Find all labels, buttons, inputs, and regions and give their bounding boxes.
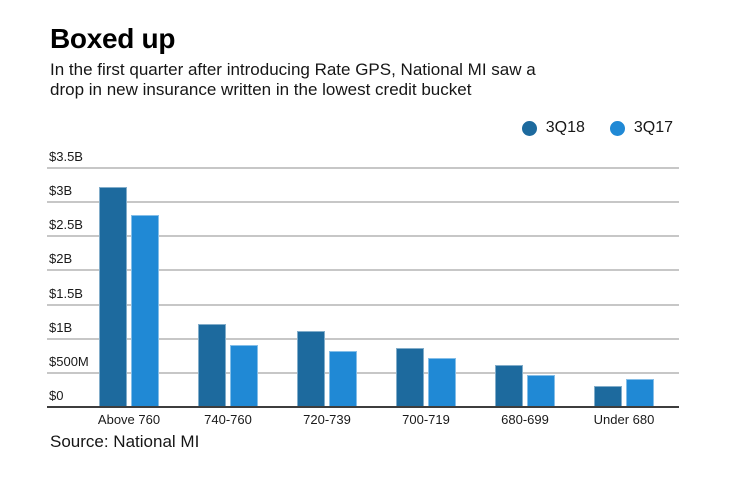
legend: 3Q18 3Q17 bbox=[521, 119, 673, 137]
xlabel-740-760: 740-760 bbox=[204, 412, 252, 427]
bar-3q18-720-739 bbox=[297, 331, 325, 406]
ytick--3b: $3B bbox=[49, 183, 73, 198]
chart-subtitle-line1: In the first quarter after introducing R… bbox=[50, 60, 536, 79]
gridline--1b bbox=[47, 338, 679, 340]
plot-area: $3.5B $3B $2.5B $2B $1.5B $1B $500M $0 bbox=[47, 150, 679, 408]
ytick--2-5b: $2.5B bbox=[49, 217, 83, 232]
gridline--1-5b bbox=[47, 304, 679, 306]
xlabel-680-699: 680-699 bbox=[501, 412, 549, 427]
bar-3q17-680-699 bbox=[527, 375, 555, 406]
ytick--1b: $1B bbox=[49, 320, 73, 335]
x-axis-line bbox=[47, 406, 679, 408]
bar-3q17-720-739 bbox=[329, 351, 357, 406]
gridline--3b bbox=[47, 201, 679, 203]
bar-3q17-under-680 bbox=[626, 379, 654, 406]
legend-item-3q18: 3Q18 bbox=[521, 119, 585, 137]
chart-subtitle: In the first quarter after introducing R… bbox=[50, 60, 536, 100]
bar-3q18-700-719 bbox=[396, 348, 424, 406]
ytick--3-5b: $3.5B bbox=[49, 149, 83, 164]
ytick--500m: $500M bbox=[49, 354, 89, 369]
xlabel-720-739: 720-739 bbox=[303, 412, 351, 427]
xlabel-700-719: 700-719 bbox=[402, 412, 450, 427]
bar-3q17-700-719 bbox=[428, 358, 456, 406]
gridline--500m bbox=[47, 372, 679, 374]
bar-3q17-740-760 bbox=[230, 345, 258, 406]
gridline--3-5b bbox=[47, 167, 679, 169]
ytick--1-5b: $1.5B bbox=[49, 286, 83, 301]
legend-dot-3q18 bbox=[521, 120, 537, 136]
bar-3q18-740-760 bbox=[198, 324, 226, 406]
source-note: Source: National MI bbox=[50, 432, 200, 451]
legend-item-3q17: 3Q17 bbox=[609, 119, 673, 137]
bar-3q18-above-760 bbox=[99, 187, 127, 406]
gridline--2-5b bbox=[47, 235, 679, 237]
chart-subtitle-line2: drop in new insurance written in the low… bbox=[50, 80, 472, 99]
ytick--0: $0 bbox=[49, 388, 64, 403]
ytick--2b: $2B bbox=[49, 251, 73, 266]
xlabel-under-680: Under 680 bbox=[593, 412, 655, 427]
legend-dot-3q17 bbox=[609, 120, 625, 136]
legend-label-3q17: 3Q17 bbox=[633, 119, 673, 136]
bar-3q18-680-699 bbox=[495, 365, 523, 406]
chart-title: Boxed up bbox=[50, 23, 176, 54]
gridline--2b bbox=[47, 269, 679, 271]
bar-3q17-above-760 bbox=[131, 215, 159, 406]
bar-3q18-under-680 bbox=[594, 386, 622, 406]
xlabel-above-760: Above 760 bbox=[97, 412, 161, 427]
legend-label-3q18: 3Q18 bbox=[545, 119, 585, 136]
